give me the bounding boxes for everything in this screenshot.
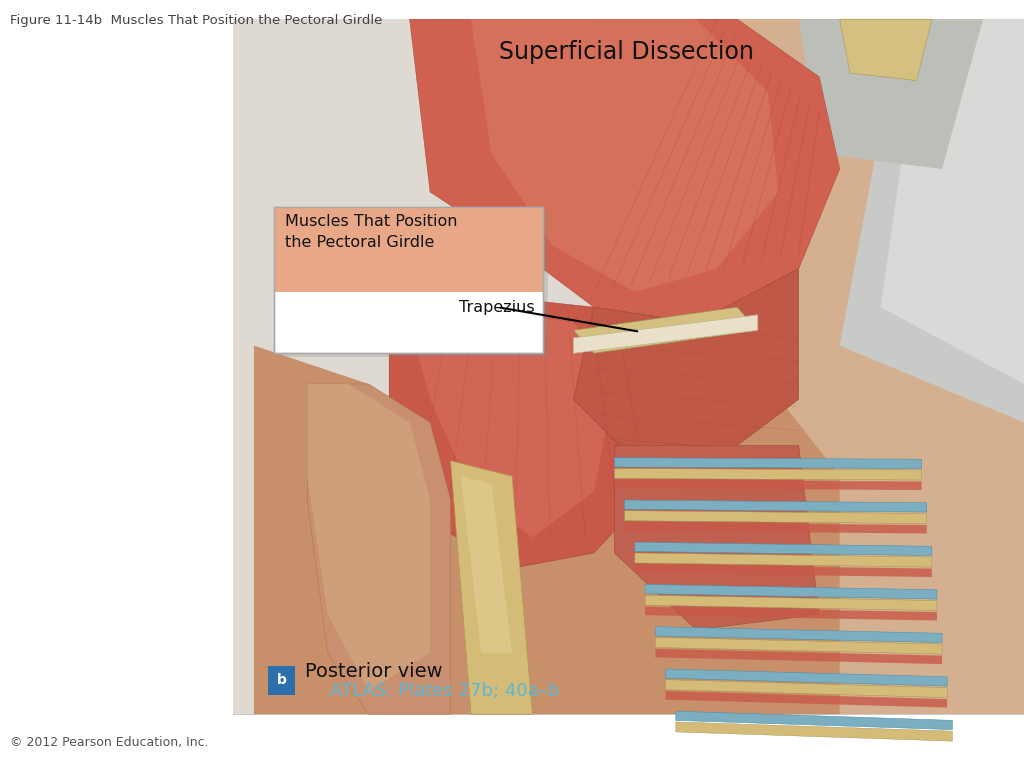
Text: Trapezius: Trapezius <box>459 300 535 315</box>
Polygon shape <box>625 500 927 512</box>
Polygon shape <box>410 19 840 323</box>
Polygon shape <box>614 458 922 468</box>
Polygon shape <box>233 19 594 538</box>
Text: © 2012 Pearson Education, Inc.: © 2012 Pearson Education, Inc. <box>10 736 209 749</box>
Polygon shape <box>573 315 758 353</box>
Polygon shape <box>645 584 937 599</box>
Polygon shape <box>635 553 932 567</box>
Polygon shape <box>471 19 778 292</box>
Polygon shape <box>645 607 937 621</box>
Polygon shape <box>614 445 819 630</box>
Text: Posterior view: Posterior view <box>305 662 442 680</box>
Bar <box>280 211 548 357</box>
Polygon shape <box>233 19 1024 714</box>
Text: Figure 11-14b  Muscles That Position the Pectoral Girdle: Figure 11-14b Muscles That Position the … <box>10 14 383 27</box>
Polygon shape <box>254 346 840 714</box>
Polygon shape <box>645 595 937 611</box>
Polygon shape <box>676 722 952 741</box>
Polygon shape <box>840 19 932 81</box>
Polygon shape <box>655 627 942 643</box>
Polygon shape <box>573 307 758 353</box>
Polygon shape <box>625 511 927 524</box>
Polygon shape <box>799 19 983 169</box>
Polygon shape <box>461 476 512 653</box>
Polygon shape <box>666 669 947 686</box>
Polygon shape <box>307 384 430 691</box>
Polygon shape <box>655 637 942 654</box>
Polygon shape <box>666 691 947 707</box>
Bar <box>233 19 1024 714</box>
Polygon shape <box>451 461 532 714</box>
Bar <box>274 207 543 292</box>
Polygon shape <box>307 384 451 714</box>
Polygon shape <box>389 292 666 568</box>
Polygon shape <box>840 19 1024 422</box>
Polygon shape <box>614 468 922 480</box>
Polygon shape <box>635 564 932 577</box>
Text: Muscles That Position
the Pectoral Girdle: Muscles That Position the Pectoral Girdl… <box>285 214 457 250</box>
Polygon shape <box>676 711 952 730</box>
Bar <box>274 207 543 353</box>
Polygon shape <box>410 307 614 538</box>
Polygon shape <box>233 499 563 714</box>
Polygon shape <box>635 542 932 555</box>
Bar <box>274 207 543 353</box>
Polygon shape <box>655 649 942 664</box>
Polygon shape <box>881 19 1024 384</box>
Polygon shape <box>614 480 922 490</box>
Text: Superficial Dissection: Superficial Dissection <box>500 40 754 64</box>
Bar <box>268 666 295 695</box>
Polygon shape <box>625 522 927 534</box>
Polygon shape <box>666 680 947 697</box>
Polygon shape <box>573 269 799 461</box>
Text: ATLAS: Plates 27b; 40a–b: ATLAS: Plates 27b; 40a–b <box>330 682 559 700</box>
Text: b: b <box>276 674 287 687</box>
